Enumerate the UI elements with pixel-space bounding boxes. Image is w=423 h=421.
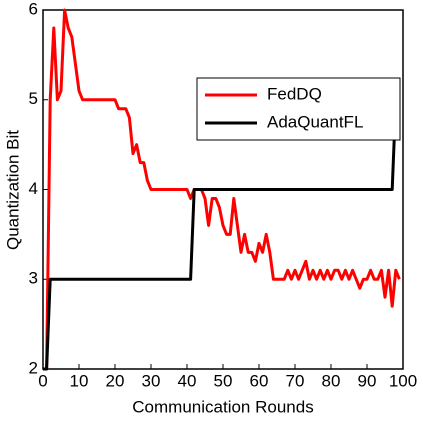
y-axis-label: Quantization Bit	[3, 130, 22, 250]
legend-label: AdaQuantFL	[267, 112, 363, 131]
y-tick-label: 3	[29, 269, 38, 288]
x-tick-label: 90	[358, 371, 377, 390]
y-tick-label: 2	[29, 358, 38, 377]
y-tick-label: 6	[29, 0, 38, 18]
x-tick-label: 10	[70, 371, 89, 390]
x-tick-label: 40	[178, 371, 197, 390]
x-tick-label: 0	[38, 371, 47, 390]
y-tick-label: 5	[29, 89, 38, 108]
y-tick-label: 4	[29, 179, 38, 198]
x-axis-label: Communication Rounds	[132, 397, 313, 416]
legend-label: FedDQ	[267, 84, 322, 103]
x-tick-label: 70	[286, 371, 305, 390]
series-line	[43, 8, 401, 371]
x-tick-label: 60	[250, 371, 269, 390]
legend-box	[196, 77, 401, 141]
x-tick-label: 30	[142, 371, 161, 390]
x-tick-label: 20	[106, 371, 125, 390]
x-tick-label: 100	[389, 371, 417, 390]
x-tick-label: 80	[322, 371, 341, 390]
x-tick-label: 50	[214, 371, 233, 390]
